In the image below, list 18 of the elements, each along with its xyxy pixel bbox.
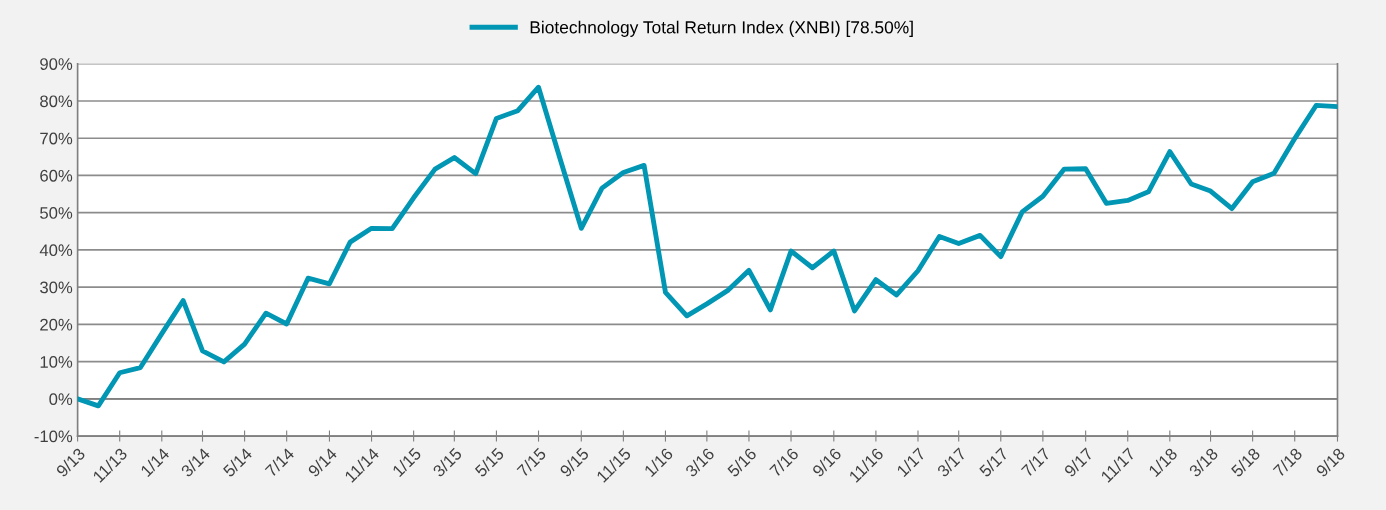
x-tick-label: 7/15 xyxy=(516,446,547,478)
y-tick-label: 50% xyxy=(40,207,73,219)
x-tick-label: 7/16 xyxy=(768,446,800,478)
y-tick-label: 40% xyxy=(39,244,73,257)
y-tick-label: 30% xyxy=(40,281,73,294)
y-tick-label: -10% xyxy=(34,430,73,443)
y-tick-label: 60% xyxy=(40,169,73,182)
legend-label: Biotechnology Total Return Index (XNBI) [78.50%] xyxy=(530,20,913,37)
x-tick-label: 7/18 xyxy=(1272,446,1303,478)
y-tick-label: 70% xyxy=(40,132,73,145)
line-series xyxy=(77,84,1338,409)
x-tick-label: 1/16 xyxy=(643,446,674,478)
x-tick-label: 7/14 xyxy=(264,446,295,478)
y-tick-label: 20% xyxy=(40,318,73,331)
y-tick-label: 80% xyxy=(40,95,73,108)
y-tick-label: 10% xyxy=(40,355,73,368)
y-tick-label: 0% xyxy=(49,393,73,406)
y-tick-label: 90% xyxy=(40,58,73,70)
